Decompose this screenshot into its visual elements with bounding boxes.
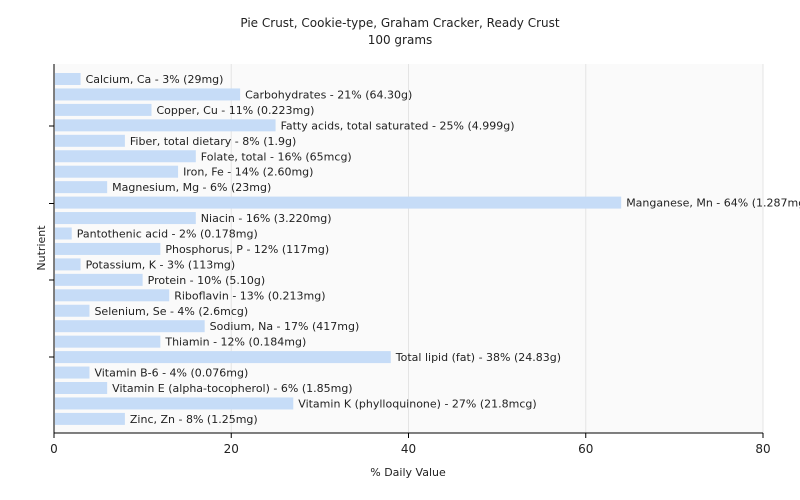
bar-thiamin bbox=[55, 335, 161, 348]
bar-fatty-acids-total-saturated bbox=[55, 119, 276, 132]
x-tick-label-20: 20 bbox=[224, 442, 239, 456]
bar-vitamin-b-6 bbox=[55, 366, 90, 379]
bar-fiber-total-dietary bbox=[55, 134, 125, 147]
bar-niacin bbox=[55, 212, 196, 225]
bar-label-iron-fe: Iron, Fe - 14% (2.60mg) bbox=[183, 166, 313, 179]
bar-label-fiber-total-dietary: Fiber, total dietary - 8% (1.9g) bbox=[130, 135, 296, 148]
chart-subtitle: 100 grams bbox=[368, 33, 433, 47]
bar-magnesium-mg bbox=[55, 181, 108, 194]
bar-label-calcium-ca: Calcium, Ca - 3% (29mg) bbox=[86, 73, 224, 86]
x-axis-label: % Daily Value bbox=[370, 466, 446, 479]
axes bbox=[49, 64, 764, 438]
bar-pantothenic-acid bbox=[55, 227, 72, 240]
bar-carbohydrates bbox=[55, 88, 241, 101]
bar-label-copper-cu: Copper, Cu - 11% (0.223mg) bbox=[156, 104, 314, 117]
bar-label-vitamin-b-6: Vitamin B-6 - 4% (0.076mg) bbox=[94, 367, 248, 380]
bar-label-niacin: Niacin - 16% (3.220mg) bbox=[201, 212, 332, 225]
bar-label-pantothenic-acid: Pantothenic acid - 2% (0.178mg) bbox=[77, 228, 258, 241]
chart-title: Pie Crust, Cookie-type, Graham Cracker, … bbox=[240, 16, 560, 30]
bar-label-carbohydrates: Carbohydrates - 21% (64.30g) bbox=[245, 88, 412, 101]
bars-group: Calcium, Ca - 3% (29mg) Carbohydrates - 2… bbox=[55, 73, 800, 426]
bar-phosphorus-p bbox=[55, 242, 161, 255]
bar-iron-fe bbox=[55, 165, 179, 178]
bar-label-selenium-se: Selenium, Se - 4% (2.6mcg) bbox=[94, 305, 248, 318]
bar-manganese-mn bbox=[55, 196, 622, 209]
bar-copper-cu bbox=[55, 103, 152, 116]
bar-label-vitamin-e-alpha-tocopherol: Vitamin E (alpha-tocopherol) - 6% (1.85m… bbox=[112, 382, 352, 395]
x-tick-label-0: 0 bbox=[50, 442, 58, 456]
bar-label-magnesium-mg: Magnesium, Mg - 6% (23mg) bbox=[112, 181, 271, 194]
bar-label-vitamin-k-phylloquinone: Vitamin K (phylloquinone) - 27% (21.8mcg… bbox=[298, 397, 536, 410]
bar-label-phosphorus-p: Phosphorus, P - 12% (117mg) bbox=[165, 243, 329, 256]
bar-vitamin-k-phylloquinone bbox=[55, 397, 294, 410]
bar-label-fatty-acids-total-saturated: Fatty acids, total saturated - 25% (4.99… bbox=[281, 119, 515, 132]
bar-label-zinc-zn: Zinc, Zn - 8% (1.25mg) bbox=[130, 413, 258, 426]
bar-label-potassium-k: Potassium, K - 3% (113mg) bbox=[86, 258, 236, 271]
bar-protein bbox=[55, 273, 143, 286]
bar-potassium-k bbox=[55, 258, 81, 271]
bar-selenium-se bbox=[55, 304, 90, 317]
bar-label-thiamin: Thiamin - 12% (0.184mg) bbox=[164, 336, 306, 349]
bar-riboflavin bbox=[55, 289, 170, 302]
bar-label-folate-total: Folate, total - 16% (65mcg) bbox=[201, 150, 352, 163]
y-axis-label: Nutrient bbox=[35, 225, 48, 271]
bar-label-riboflavin: Riboflavin - 13% (0.213mg) bbox=[174, 289, 325, 302]
bar-folate-total bbox=[55, 150, 196, 163]
bar-zinc-zn bbox=[55, 412, 125, 425]
bar-label-protein: Protein - 10% (5.10g) bbox=[148, 274, 266, 287]
x-tick-label-80: 80 bbox=[755, 442, 770, 456]
bar-sodium-na bbox=[55, 320, 205, 333]
bar-calcium-ca bbox=[55, 73, 81, 85]
x-tick-label-60: 60 bbox=[578, 442, 593, 456]
bar-label-total-lipid-fat: Total lipid (fat) - 38% (24.83g) bbox=[395, 351, 561, 364]
bar-total-lipid-fat bbox=[55, 351, 391, 364]
x-tick-labels: 0 20 40 60 80 bbox=[50, 442, 770, 456]
bar-label-manganese-mn: Manganese, Mn - 64% (1.287mg) bbox=[626, 197, 800, 210]
x-tick-label-40: 40 bbox=[401, 442, 416, 456]
bar-vitamin-e-alpha-tocopherol bbox=[55, 382, 108, 394]
bar-label-sodium-na: Sodium, Na - 17% (417mg) bbox=[210, 320, 360, 333]
